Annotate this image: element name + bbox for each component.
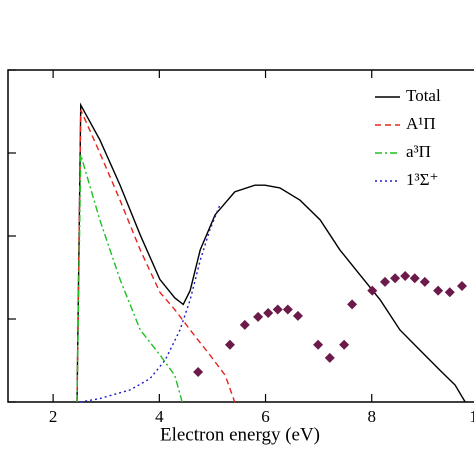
x-tick-label: 4 [155, 407, 164, 426]
series-line [76, 154, 183, 403]
x-tick-label: 8 [367, 407, 376, 426]
diamond-point [324, 352, 335, 363]
x-tick-label: 10 [469, 407, 474, 426]
diamond-point [193, 366, 204, 377]
diamond-point [239, 319, 250, 330]
diamond-point [272, 304, 283, 315]
diamond-point [419, 276, 430, 287]
diamond-point [390, 273, 401, 284]
x-tick-label: 2 [49, 407, 58, 426]
diamond-point [433, 285, 444, 296]
diamond-point [282, 304, 293, 315]
x-tick-label: 6 [261, 407, 270, 426]
diamond-point [347, 299, 358, 310]
legend-label: a³Π [406, 142, 431, 161]
diamond-point [457, 280, 468, 291]
diamond-point [339, 339, 350, 350]
series-line [76, 109, 236, 403]
diamond-point [400, 270, 411, 281]
diamond-point [292, 310, 303, 321]
legend-label: A¹Π [406, 114, 436, 133]
x-axis-label: Electron energy (eV) [160, 424, 320, 445]
diamond-point [263, 308, 274, 319]
diamond-point [253, 311, 264, 322]
series-line [80, 204, 221, 403]
diamond-point [409, 273, 420, 284]
diamond-point [313, 339, 324, 350]
series-line [76, 102, 466, 403]
diamond-point [224, 339, 235, 350]
legend-label: 1³Σ⁺ [406, 170, 438, 189]
diamond-point [444, 287, 455, 298]
diamond-point [367, 285, 378, 296]
legend-label: Total [406, 86, 441, 105]
diamond-point [380, 276, 391, 287]
